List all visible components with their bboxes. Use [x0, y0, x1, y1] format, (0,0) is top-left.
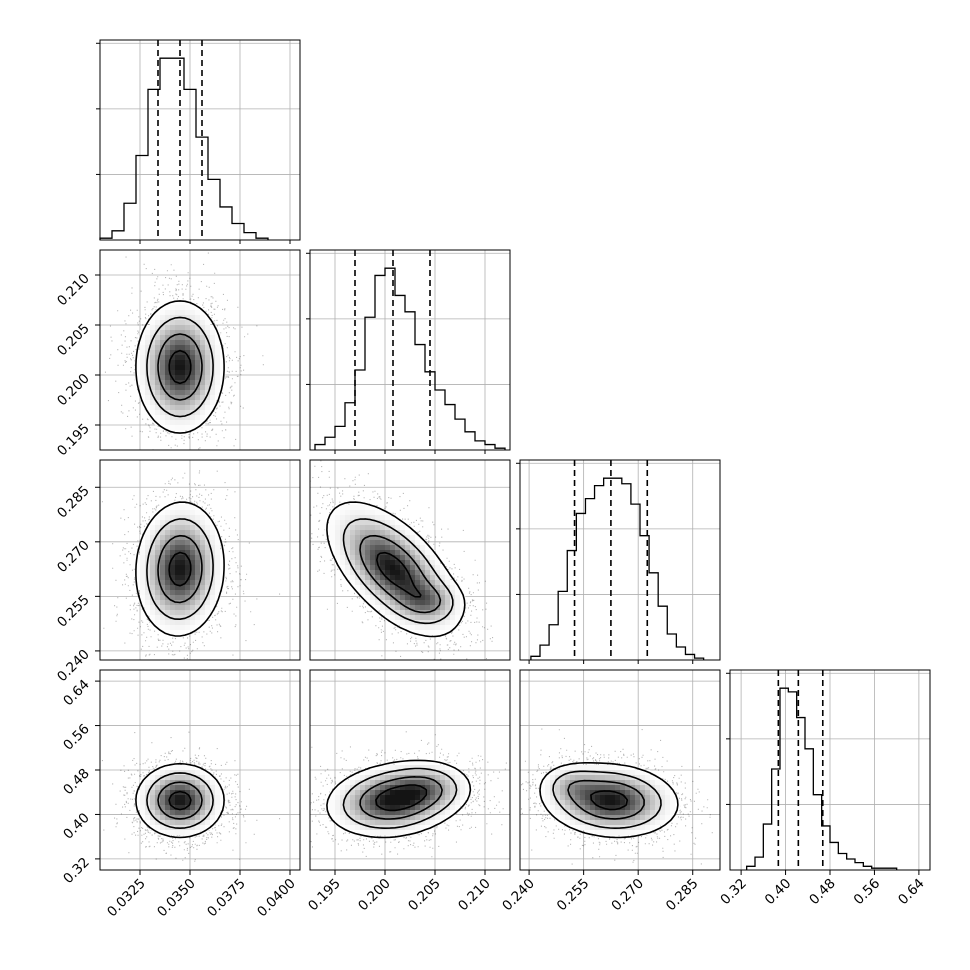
- contour-line: [359, 534, 442, 614]
- contour-line: [375, 784, 428, 812]
- x-tick-label: 0.0400: [254, 876, 299, 921]
- contour-line: [326, 759, 472, 839]
- contour-line: [157, 534, 203, 604]
- x-tick-label: 0.270: [608, 876, 647, 915]
- histogram-panel-0: [96, 39, 301, 241]
- x-tick-label: 0.64: [895, 876, 928, 909]
- contour-line: [168, 551, 192, 587]
- contour-line: [168, 349, 192, 385]
- density-cells: [135, 765, 226, 836]
- panel-frame: [309, 669, 511, 871]
- panel-frame: [519, 669, 721, 871]
- x-tick-label: 0.195: [305, 876, 344, 915]
- y-tick-label: 0.285: [54, 483, 93, 522]
- contour-line: [539, 762, 679, 839]
- y-tick-label: 0.205: [54, 321, 93, 360]
- panel-frame: [309, 459, 511, 661]
- y-tick-label: 0.270: [54, 537, 93, 576]
- contour-line: [567, 779, 645, 820]
- x-tick-label: 0.0375: [204, 876, 249, 921]
- y-tick-label: 0.240: [54, 646, 93, 685]
- x-tick-label: 0.40: [762, 876, 795, 909]
- y-tick-label: 0.210: [54, 271, 93, 310]
- x-tick-label: 0.32: [717, 876, 750, 909]
- contour-line: [376, 551, 422, 598]
- contour-line: [342, 518, 454, 625]
- joint-panel-3-2: [519, 669, 721, 871]
- x-tick-label: 0.0325: [104, 876, 149, 921]
- joint-panel-2-1: [309, 459, 511, 661]
- joint-panel-2-0: [99, 459, 301, 661]
- histogram-steps: [99, 57, 269, 240]
- x-tick-label: 0.56: [851, 876, 884, 909]
- panel-frame: [99, 249, 301, 451]
- panel-frame: [309, 249, 511, 451]
- panel-frame: [99, 39, 301, 241]
- contour-line: [135, 300, 225, 434]
- panel-frame: [519, 459, 721, 661]
- joint-panel-1-0: [99, 249, 301, 451]
- y-tick-label: 0.32: [60, 854, 93, 887]
- x-tick-label: 0.210: [455, 876, 494, 915]
- x-tick-label: 0.0350: [154, 876, 199, 921]
- histogram-steps: [746, 687, 898, 870]
- y-tick-label: 0.195: [54, 421, 93, 460]
- histogram-steps: [530, 477, 705, 660]
- panel-frame: [99, 459, 301, 661]
- density-cells: [135, 300, 226, 436]
- contour-line: [359, 776, 443, 820]
- x-tick-label: 0.240: [499, 876, 538, 915]
- histogram-panel-3: [726, 669, 931, 871]
- x-tick-label: 0.285: [663, 876, 702, 915]
- histogram-panel-1: [306, 249, 511, 451]
- joint-panel-3-0: [99, 669, 301, 871]
- contour-line: [157, 333, 203, 401]
- histogram-panel-2: [516, 459, 721, 661]
- contour-line: [146, 316, 214, 418]
- contour-line: [135, 501, 225, 637]
- x-tick-label: 0.205: [405, 876, 444, 915]
- density-cells: [325, 500, 466, 636]
- density-cells: [325, 760, 471, 836]
- contour-line: [146, 518, 214, 620]
- histogram-steps: [314, 267, 506, 450]
- x-tick-label: 0.255: [554, 876, 593, 915]
- joint-panel-3-1: [309, 669, 511, 871]
- contour-line: [590, 790, 629, 811]
- contour-line: [157, 781, 203, 820]
- y-tick-label: 0.56: [60, 721, 93, 754]
- contour-line: [146, 772, 214, 829]
- contour-line: [552, 770, 662, 829]
- y-tick-label: 0.255: [54, 592, 93, 631]
- y-tick-label: 0.200: [54, 371, 93, 410]
- contour-line: [135, 762, 225, 839]
- y-tick-label: 0.40: [60, 810, 93, 843]
- x-tick-label: 0.200: [355, 876, 394, 915]
- y-tick-label: 0.48: [60, 766, 93, 799]
- contour-line: [168, 790, 192, 811]
- x-tick-label: 0.48: [806, 876, 839, 909]
- contour-line: [342, 767, 458, 829]
- contour-line: [326, 501, 466, 638]
